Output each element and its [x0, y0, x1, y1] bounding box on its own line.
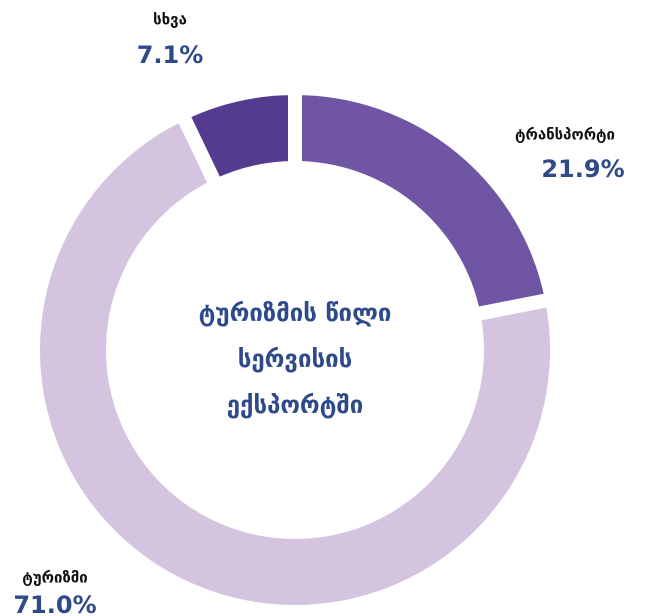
value-label: 71.0%	[13, 591, 96, 616]
segment-name: ტრანსპორტი	[515, 126, 615, 144]
donut-segment	[26, 104, 564, 616]
value-label: 21.9%	[541, 155, 624, 183]
donut-segment	[172, 80, 302, 196]
chart-title: ტურიზმის წილი სერვისის ექსპორტში	[198, 299, 392, 419]
segment-name: სხვა	[153, 11, 187, 29]
segment-name: ტურიზმი	[22, 569, 87, 587]
value-label: 7.1%	[137, 41, 204, 69]
donut-segment	[288, 80, 561, 323]
